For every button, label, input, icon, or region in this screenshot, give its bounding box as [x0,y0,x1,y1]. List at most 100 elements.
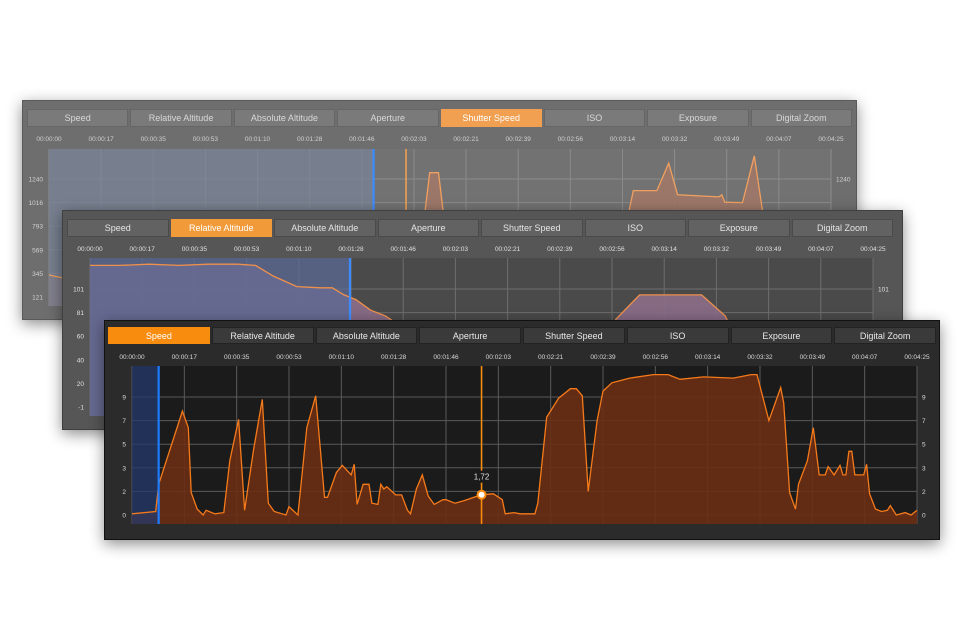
tab-exposure[interactable]: Exposure [688,219,790,237]
y-tick-label-left: 9 [122,395,126,402]
tab-iso[interactable]: ISO [543,109,646,127]
time-tick-label: 00:04:25 [860,246,886,253]
tab-shutter-speed[interactable]: Shutter Speed [481,219,583,237]
time-tick-label: 00:01:46 [391,246,417,253]
time-tick-label: 00:00:53 [276,354,302,361]
tab-iso[interactable]: ISO [584,219,686,237]
y-tick-label-left: 101 [73,287,84,294]
y-tick-label-left: 7 [122,418,126,425]
time-tick-label: 00:01:10 [286,246,312,253]
tab-absolute-altitude[interactable]: Absolute Altitude [274,219,376,237]
time-tick-label: 00:03:32 [747,354,773,361]
tab-aperture[interactable]: Aperture [337,109,439,127]
y-tick-label-left: 20 [77,381,85,388]
cursor-label-bg [467,470,496,483]
time-tick-label: 00:02:03 [443,246,469,253]
y-tick-label-left: 2 [122,489,126,496]
time-tick-label: 00:02:56 [643,354,669,361]
time-tick-label: 00:00:35 [182,246,208,253]
time-tick-label: 00:02:39 [547,246,573,253]
time-tick-label: 00:01:28 [297,136,323,143]
y-tick-label-right: 7 [922,418,926,425]
time-tick-label: 00:02:56 [558,136,584,143]
time-tick-label: 00:03:49 [800,354,826,361]
time-tick-label: 00:01:10 [329,354,355,361]
tab-speed[interactable]: Speed [108,327,210,344]
y-tick-label-left: 345 [32,271,43,278]
y-tick-label-right: 0 [922,513,926,520]
time-tick-label: 00:00:53 [234,246,260,253]
tab-digital-zoom[interactable]: Digital Zoom [791,219,893,237]
tab-aperture[interactable]: Aperture [419,327,521,344]
time-tick-label: 00:03:49 [756,246,782,253]
metric-tabs: Speed Relative Altitude Absolute Altitude A… [108,327,936,344]
tab-speed[interactable]: Speed [67,219,169,237]
time-tick-label: 00:02:03 [401,136,427,143]
time-tick-label: 00:03:14 [695,354,721,361]
y-tick-label-left: 81 [77,310,85,317]
y-tick-label-right: 3 [922,465,926,472]
y-tick-label-left: 1240 [29,177,44,184]
time-tick-label: 00:04:25 [818,136,844,143]
time-tick-label: 00:03:32 [704,246,730,253]
tab-speed[interactable]: Speed [27,109,129,127]
tab-shutter-speed[interactable]: Shutter Speed [523,327,625,344]
tab-exposure[interactable]: Exposure [647,109,749,127]
speed-chart-panel: Speed Relative Altitude Absolute Altitude A… [104,320,940,540]
series-line [131,373,918,517]
y-tick-label-left: 121 [32,295,43,302]
time-tick-label: 00:00:17 [130,246,156,253]
time-tick-label: 00:03:14 [610,136,636,143]
tab-relative-altitude[interactable]: Relative Altitude [130,109,232,127]
time-tick-label: 00:04:07 [808,246,834,253]
y-tick-label-left: 793 [32,224,43,231]
time-tick-label: 00:02:39 [506,136,532,143]
y-tick-label-left: 40 [77,357,85,364]
tab-absolute-altitude[interactable]: Absolute Altitude [233,109,336,127]
series-area [132,374,917,524]
y-tick-label-right: 2 [922,489,926,496]
cursor-value-label: 1,72 [474,473,490,482]
time-tick-label: 00:00:00 [119,354,145,361]
time-tick-label: 00:00:00 [36,136,62,143]
time-tick-label: 00:02:03 [486,354,512,361]
cursor-marker [476,489,487,500]
time-tick-label: 00:03:32 [662,136,688,143]
y-tick-label-left: 0 [122,513,126,520]
tab-aperture[interactable]: Aperture [377,219,479,237]
time-tick-label: 00:04:07 [766,136,792,143]
time-tick-label: 00:04:25 [904,354,930,361]
y-tick-label-right: 5 [922,442,926,449]
tab-exposure[interactable]: Exposure [730,327,833,344]
time-tick-label: 00:03:14 [652,246,678,253]
time-tick-label: 00:03:49 [714,136,740,143]
tab-digital-zoom[interactable]: Digital Zoom [750,109,852,127]
time-tick-label: 00:00:17 [172,354,198,361]
y-tick-label-left: 60 [77,334,85,341]
time-tick-label: 00:02:21 [495,246,521,253]
time-tick-label: 00:00:00 [77,246,103,253]
tab-absolute-altitude[interactable]: Absolute Altitude [315,327,418,344]
tab-relative-altitude[interactable]: Relative Altitude [211,327,314,344]
time-tick-label: 00:04:07 [852,354,878,361]
y-tick-label-left: 5 [122,442,126,449]
y-tick-label-right: 1240 [836,177,851,184]
time-tick-label: 00:01:46 [349,136,375,143]
selection-region [132,366,159,524]
tab-iso[interactable]: ISO [626,327,729,344]
time-tick-label: 00:00:35 [141,136,167,143]
time-tick-label: 00:00:17 [88,136,114,143]
metric-tabs: Speed Relative Altitude Absolute Altitude A… [27,109,852,127]
time-tick-label: 00:01:28 [338,246,364,253]
tab-shutter-speed[interactable]: Shutter Speed [440,109,542,127]
y-tick-label-right: 101 [878,287,889,294]
y-tick-label-left: 1016 [29,200,44,207]
y-tick-label-left: -1 [78,405,84,412]
time-tick-label: 00:02:21 [453,136,479,143]
time-tick-label: 00:00:35 [224,354,250,361]
time-tick-label: 00:02:39 [590,354,616,361]
y-tick-label-right: 9 [922,395,926,402]
tab-digital-zoom[interactable]: Digital Zoom [834,327,936,344]
tab-relative-altitude[interactable]: Relative Altitude [170,219,272,237]
time-tick-label: 00:02:21 [538,354,564,361]
